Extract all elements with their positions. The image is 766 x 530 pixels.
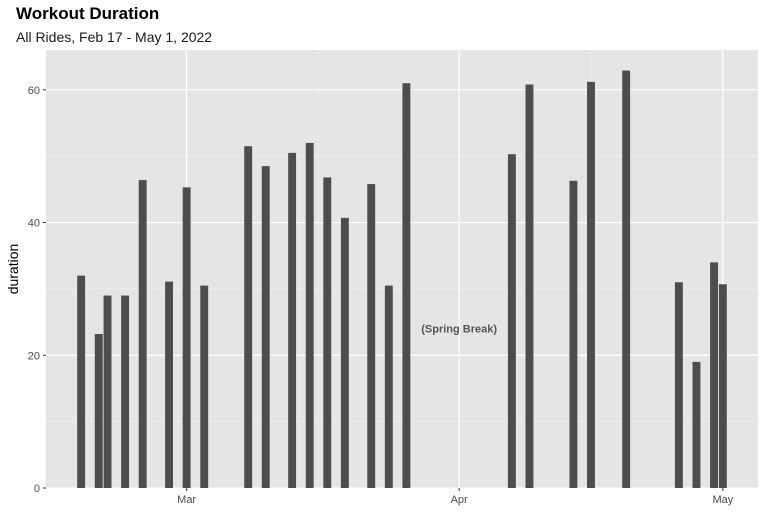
bar bbox=[165, 281, 174, 488]
y-axis: 0 20 40 60 bbox=[28, 85, 46, 495]
bars bbox=[77, 70, 727, 489]
y-tick-label: 20 bbox=[28, 350, 40, 362]
bar bbox=[323, 177, 332, 488]
bar bbox=[200, 285, 209, 488]
bar bbox=[525, 84, 534, 488]
bar bbox=[384, 285, 393, 488]
y-tick-label: 40 bbox=[28, 218, 40, 230]
y-tick-label: 0 bbox=[34, 483, 40, 495]
bar bbox=[692, 361, 701, 488]
bar bbox=[103, 295, 112, 488]
bar bbox=[507, 154, 516, 488]
annotation-label: (Spring Break) bbox=[421, 324, 497, 336]
bar bbox=[138, 180, 147, 488]
bar bbox=[77, 275, 86, 488]
bar bbox=[674, 282, 683, 488]
y-tick-label: 60 bbox=[28, 85, 40, 97]
bar bbox=[121, 295, 130, 488]
bar bbox=[718, 284, 727, 488]
x-tick-label: Mar bbox=[177, 494, 196, 506]
chart-title: Workout Duration bbox=[16, 4, 160, 23]
bar bbox=[569, 180, 578, 488]
y-axis-title: duration bbox=[5, 244, 21, 295]
bar bbox=[288, 152, 297, 488]
x-axis: Mar Apr May bbox=[177, 488, 734, 506]
bar bbox=[94, 334, 103, 488]
bar bbox=[402, 83, 411, 488]
bar bbox=[710, 262, 719, 488]
annotations: (Spring Break) bbox=[421, 324, 497, 336]
chart-subtitle: All Rides, Feb 17 - May 1, 2022 bbox=[16, 29, 213, 45]
bar bbox=[340, 217, 349, 488]
bar bbox=[367, 184, 376, 488]
bar bbox=[305, 142, 314, 488]
x-tick-label: Apr bbox=[451, 494, 468, 506]
minor-gridlines bbox=[46, 50, 758, 488]
bar bbox=[182, 187, 191, 488]
bar bbox=[622, 70, 631, 488]
x-tick-label: May bbox=[712, 494, 733, 506]
bar bbox=[587, 81, 595, 488]
bar bbox=[244, 146, 253, 488]
bar bbox=[261, 166, 270, 489]
plot-panel bbox=[46, 50, 758, 488]
